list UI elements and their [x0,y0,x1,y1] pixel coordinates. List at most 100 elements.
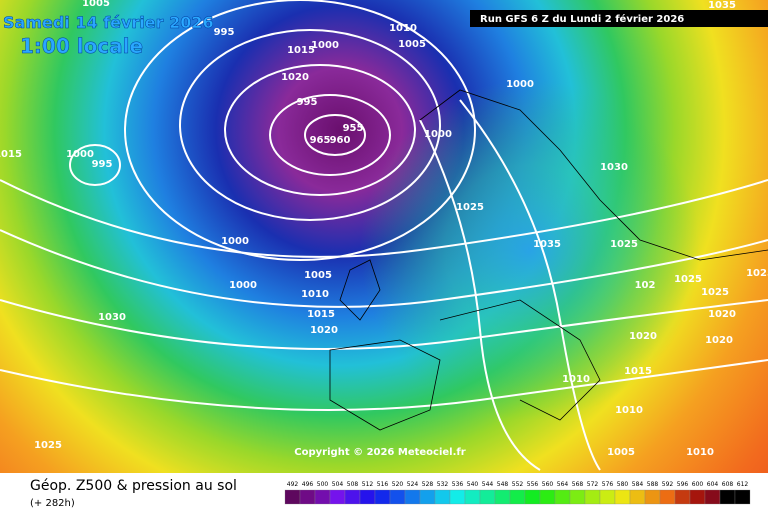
scale-label: 568 [572,481,584,488]
isobar-label: 965 [310,135,331,146]
isobar-label: 1020 [281,72,309,83]
scale-swatch [524,489,541,505]
scale-label: 612 [737,481,749,488]
scale-swatch [704,489,721,505]
scale-label: 532 [437,481,449,488]
scale-swatch [434,489,451,505]
scale-swatch [719,489,736,505]
isobar-label: 1020 [629,331,657,342]
isobar-label: 1000 [229,280,257,291]
scale-label: 584 [632,481,644,488]
scale-label: 500 [317,481,329,488]
isobar-label: 995 [214,27,235,38]
isobar-label: 1010 [686,447,714,458]
scale-label: 496 [302,481,314,488]
scale-label: 512 [362,481,374,488]
isobar-label: 1000 [311,40,339,51]
scale-swatch [689,489,706,505]
scale-swatch [569,489,586,505]
isobar-label: 1010 [389,23,417,34]
isobar-label: 1025 [34,440,62,451]
isobar-label: 1015 [0,149,22,160]
scale-label: 588 [647,481,659,488]
isobar-label: 1030 [600,162,628,173]
scale-swatch [344,489,361,505]
scale-swatch [584,489,601,505]
scale-swatch [614,489,631,505]
isobar-label: 1000 [506,79,534,90]
scale-label: 572 [587,481,599,488]
scale-swatch [314,489,331,505]
scale-label: 520 [392,481,404,488]
scale-label: 592 [662,481,674,488]
isobar-label: 995 [92,159,113,170]
scale-label: 536 [452,481,464,488]
isobar-label: 1025 [456,202,484,213]
scale-swatch [359,489,376,505]
isobar-label: 1015 [624,366,652,377]
scale-swatch [464,489,481,505]
isobar-label: 1005 [607,447,635,458]
date: Samedi 14 février 2026 [3,13,214,32]
scale-swatch [329,489,346,505]
scale-swatch [404,489,421,505]
scale-swatch [629,489,646,505]
isobar-label: 1000 [66,149,94,160]
scale-label: 552 [512,481,524,488]
scale-swatch [479,489,496,505]
scale-swatch [509,489,526,505]
scale-label: 516 [377,481,389,488]
isobar-label: 1010 [562,374,590,385]
isobar-label: 1030 [98,312,126,323]
scale-label: 604 [707,481,719,488]
isobar-label: 1005 [82,0,110,9]
isobar-label: 1015 [307,309,335,320]
scale-label: 508 [347,481,359,488]
scale-swatch [734,489,751,505]
scale-label: 528 [422,481,434,488]
run: Run GFS 6 Z du Lundi 2 février 2026 [480,13,684,25]
isobar-label: 1005 [304,270,332,281]
scale-label: 556 [527,481,539,488]
isobar-label: 102 [635,280,656,291]
time: 1:00 locale [20,34,143,58]
isobar-label: 1010 [615,405,643,416]
isobar-label: 995 [297,97,318,108]
isobar-label: 1010 [301,289,329,300]
scale-swatch [539,489,556,505]
footer-subtitle: (+ 282h) [30,498,75,509]
scale-label: 596 [677,481,689,488]
isobar-label: 955 [343,123,364,134]
isobar-lines [0,0,768,470]
isobar-label: 1035 [708,0,736,11]
isobar-label: 1000 [424,129,452,140]
scale-swatch [674,489,691,505]
isobar-label: 1005 [398,39,426,50]
scale-swatch [554,489,571,505]
scale-swatch [389,489,406,505]
isobar-label: 1015 [287,45,315,56]
isobar-label: 1025 [746,268,768,279]
isobar-label: 960 [330,135,351,146]
coastlines [329,89,768,431]
isobar-label: 1020 [705,335,733,346]
scale-label: 540 [467,481,479,488]
isobar-label: 1025 [610,239,638,250]
scale-swatch [449,489,466,505]
scale-label: 548 [497,481,509,488]
scale-label: 504 [332,481,344,488]
scale-swatch [419,489,436,505]
isobar-label: 1025 [701,287,729,298]
isobar-label: 1000 [221,236,249,247]
scale-label: 560 [542,481,554,488]
scale-label: 492 [287,481,299,488]
scale-label: 564 [557,481,569,488]
scale-swatch [599,489,616,505]
scale-swatch [284,489,301,505]
isobar-label: 1035 [533,239,561,250]
run-box [470,10,768,27]
scale-swatch [494,489,511,505]
scale-label: 544 [482,481,494,488]
